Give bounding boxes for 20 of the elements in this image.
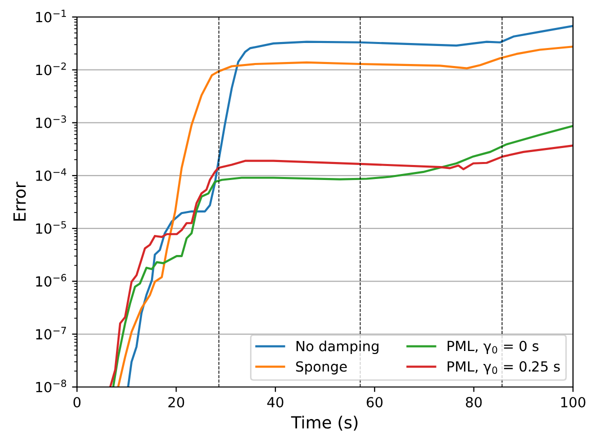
x-tick-label: 40 <box>267 396 284 408</box>
x-tick-label: 0 <box>73 396 80 408</box>
legend-label: No damping <box>296 340 378 354</box>
y-axis-title: Error <box>13 182 26 221</box>
legend-label: PML, γ$_{0}$ = 0 s <box>448 340 538 354</box>
x-tick-label: 20 <box>168 396 184 408</box>
legend-label: PML, γ$_{0}$ = 0.25 s <box>448 361 560 374</box>
y-tick-label: 10$^{−6}$ <box>36 274 66 287</box>
x-tick-label: 60 <box>366 396 383 408</box>
legend-label: Sponge <box>296 361 347 374</box>
y-tick-label: 10$^{−3}$ <box>36 115 66 128</box>
y-tick-label: 10$^{−2}$ <box>36 62 66 76</box>
x-tick-label: 100 <box>561 396 586 408</box>
y-tick-label: 10$^{−8}$ <box>36 380 66 392</box>
x-axis-title: Time (s) <box>291 416 358 431</box>
y-tick-label: 10$^{−7}$ <box>36 326 66 340</box>
y-tick-label: 10$^{−4}$ <box>36 168 66 181</box>
x-tick-label: 80 <box>466 396 482 408</box>
y-tick-label: 10$^{−1}$ <box>36 10 66 22</box>
y-tick-label: 10$^{−5}$ <box>36 221 66 234</box>
